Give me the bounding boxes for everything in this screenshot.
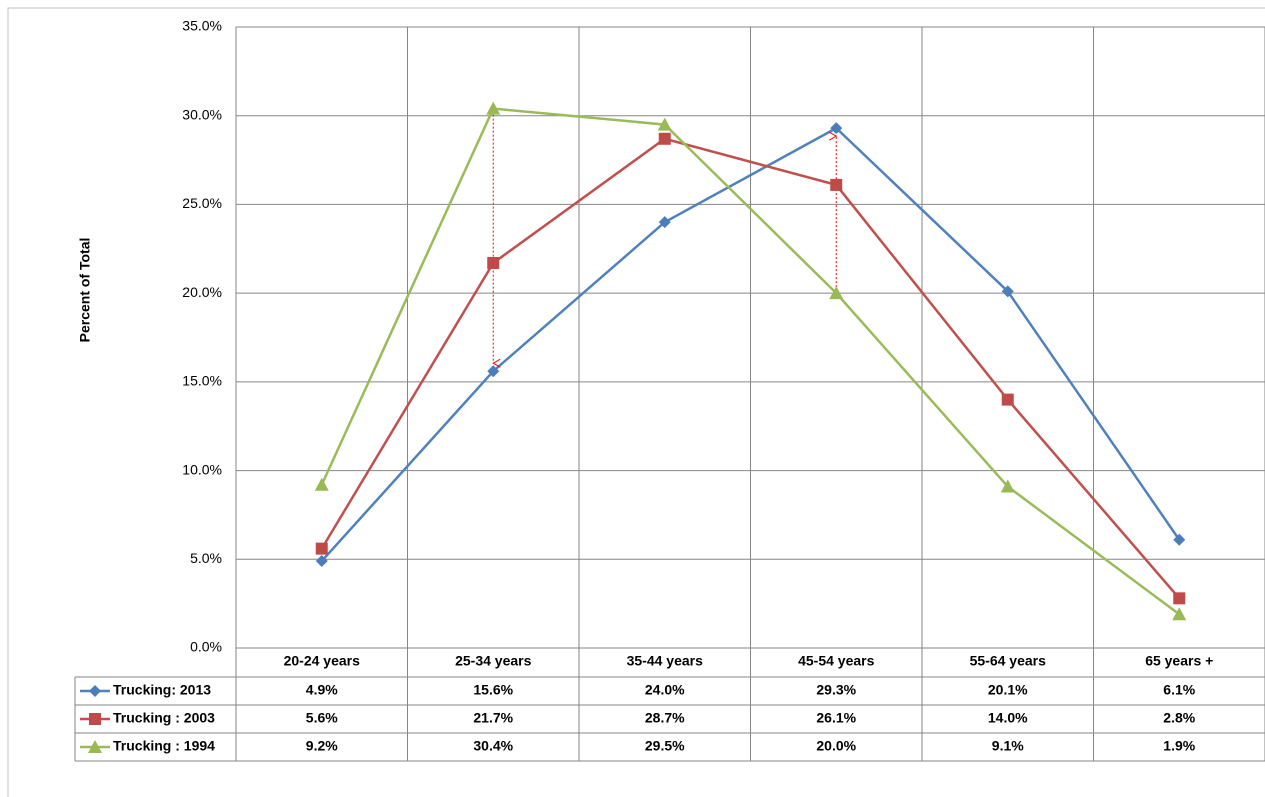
y-tick-label: 30.0% [182, 106, 222, 122]
x-tick-label: 25-34 years [455, 653, 532, 669]
point-marker [658, 132, 671, 145]
table-value: 26.1% [816, 710, 856, 726]
x-tick-label: 35-44 years [627, 653, 704, 669]
point-marker [658, 216, 671, 229]
point-marker [1173, 592, 1186, 605]
series-line [320, 107, 1180, 616]
point-marker [830, 178, 843, 191]
point-marker [486, 101, 501, 115]
table-value: 21.7% [473, 710, 513, 726]
point-marker [830, 122, 843, 135]
x-tick-label: 20-24 years [284, 653, 361, 669]
y-axis-label: Percent of Total [77, 238, 93, 343]
legend-label: Trucking : 2003 [113, 710, 215, 726]
legend-marker [89, 685, 101, 697]
table-value: 20.1% [988, 682, 1028, 698]
table-value: 29.5% [645, 738, 685, 754]
point-marker [487, 256, 500, 269]
legend-marker [88, 740, 102, 753]
table-value: 28.7% [645, 710, 685, 726]
table-value: 5.6% [306, 710, 338, 726]
table-value: 9.1% [992, 738, 1024, 754]
point-marker [315, 542, 328, 555]
chart-frame [7, 7, 1265, 797]
y-tick-label: 20.0% [182, 284, 222, 300]
table-value: 6.1% [1163, 682, 1195, 698]
point-marker [1172, 607, 1187, 621]
legend-marker [89, 713, 101, 725]
y-tick-label: 25.0% [182, 195, 222, 211]
point-marker [657, 117, 672, 131]
table-value: 1.9% [1163, 738, 1195, 754]
table-value: 2.8% [1163, 710, 1195, 726]
point-marker [829, 286, 844, 300]
legend-label: Trucking: 2013 [113, 682, 211, 698]
series-line [320, 126, 1181, 562]
x-tick-label: 45-54 years [798, 653, 875, 669]
point-marker [314, 477, 329, 491]
table-value: 24.0% [645, 682, 685, 698]
x-tick-label: 65 years + [1145, 653, 1213, 669]
table-value: 15.6% [473, 682, 513, 698]
y-tick-label: 0.0% [190, 639, 222, 655]
point-marker [1173, 533, 1186, 546]
series-line [320, 137, 1181, 600]
table-value: 30.4% [473, 738, 513, 754]
table-value: 9.2% [306, 738, 338, 754]
point-marker [315, 555, 328, 568]
point-marker [1000, 479, 1015, 493]
y-tick-label: 15.0% [182, 373, 222, 389]
table-value: 4.9% [306, 682, 338, 698]
x-tick-label: 55-64 years [970, 653, 1047, 669]
legend-label: Trucking : 1994 [113, 738, 215, 754]
table-value: 14.0% [988, 710, 1028, 726]
y-tick-label: 5.0% [190, 550, 222, 566]
point-marker [1001, 285, 1014, 298]
y-tick-label: 10.0% [182, 461, 222, 477]
table-value: 20.0% [816, 738, 856, 754]
point-marker [487, 365, 500, 378]
point-marker [1001, 393, 1014, 406]
table-value: 29.3% [816, 682, 856, 698]
y-tick-label: 35.0% [182, 18, 222, 34]
